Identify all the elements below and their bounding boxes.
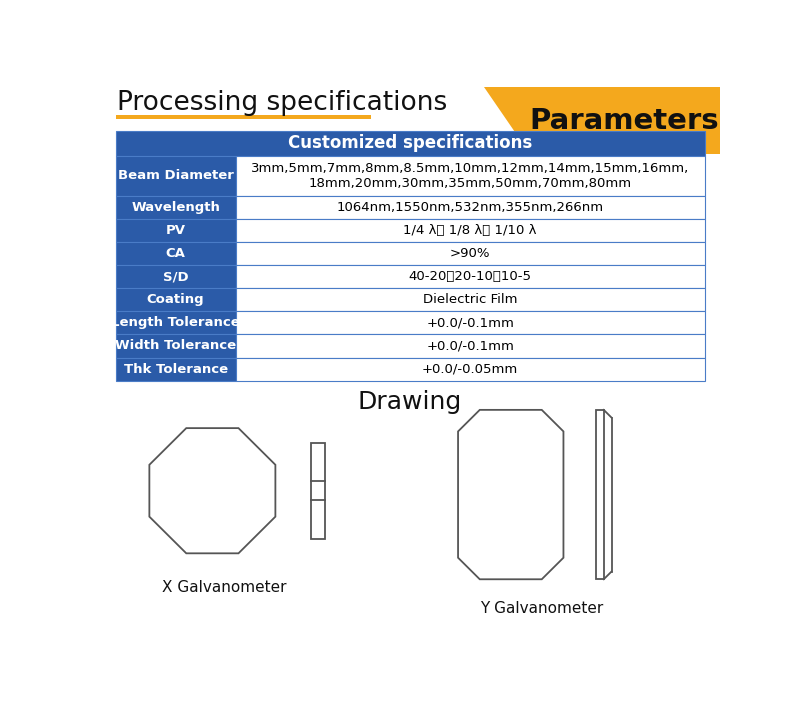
Text: X Galvanometer: X Galvanometer — [162, 580, 286, 595]
Bar — [115, 358, 236, 381]
Bar — [115, 288, 236, 311]
Text: Processing specifications: Processing specifications — [117, 90, 447, 116]
Text: Width Tolerance: Width Tolerance — [115, 340, 236, 353]
Bar — [115, 131, 705, 156]
Text: Customized specifications: Customized specifications — [288, 134, 532, 153]
Text: +0.0/-0.1mm: +0.0/-0.1mm — [426, 316, 514, 329]
Text: 1064nm,1550nm,532nm,355nm,266nm: 1064nm,1550nm,532nm,355nm,266nm — [337, 201, 604, 214]
Text: Thk Tolerance: Thk Tolerance — [123, 363, 228, 376]
Text: CA: CA — [166, 247, 186, 260]
Bar — [236, 196, 705, 219]
Text: 40-20、20-10、10-5: 40-20、20-10、10-5 — [409, 270, 531, 283]
Bar — [236, 219, 705, 242]
Bar — [115, 242, 236, 265]
Bar — [115, 334, 236, 358]
Bar — [115, 115, 371, 119]
Text: Y Galvanometer: Y Galvanometer — [480, 601, 603, 616]
Polygon shape — [484, 87, 720, 154]
Bar — [236, 156, 705, 196]
Polygon shape — [150, 428, 275, 553]
Text: Wavelength: Wavelength — [131, 201, 220, 214]
Bar — [115, 196, 236, 219]
Text: Parameters: Parameters — [530, 107, 719, 135]
Bar — [236, 311, 705, 334]
Bar — [236, 358, 705, 381]
Text: 3mm,5mm,7mm,8mm,8.5mm,10mm,12mm,14mm,15mm,16mm,
18mm,20mm,30mm,35mm,50mm,70mm,80: 3mm,5mm,7mm,8mm,8.5mm,10mm,12mm,14mm,15m… — [251, 162, 689, 190]
Text: S/D: S/D — [162, 270, 188, 283]
Bar — [115, 311, 236, 334]
Text: 1/4 λ、 1/8 λ、 1/10 λ: 1/4 λ、 1/8 λ、 1/10 λ — [403, 224, 537, 237]
Bar — [115, 219, 236, 242]
Text: Drawing: Drawing — [358, 390, 462, 414]
Polygon shape — [458, 410, 563, 579]
Bar — [236, 334, 705, 358]
Bar — [236, 242, 705, 265]
Bar — [310, 443, 325, 539]
Text: Beam Diameter: Beam Diameter — [118, 169, 234, 182]
Text: Length Tolerance: Length Tolerance — [111, 316, 240, 329]
Bar — [236, 288, 705, 311]
Bar — [115, 156, 236, 196]
Text: Coating: Coating — [146, 293, 204, 306]
Bar — [115, 265, 236, 288]
Text: PV: PV — [166, 224, 186, 237]
Text: Dielectric Film: Dielectric Film — [423, 293, 518, 306]
Bar — [236, 265, 705, 288]
Bar — [596, 410, 604, 579]
Text: +0.0/-0.1mm: +0.0/-0.1mm — [426, 340, 514, 353]
Text: >90%: >90% — [450, 247, 490, 260]
Text: +0.0/-0.05mm: +0.0/-0.05mm — [422, 363, 518, 376]
